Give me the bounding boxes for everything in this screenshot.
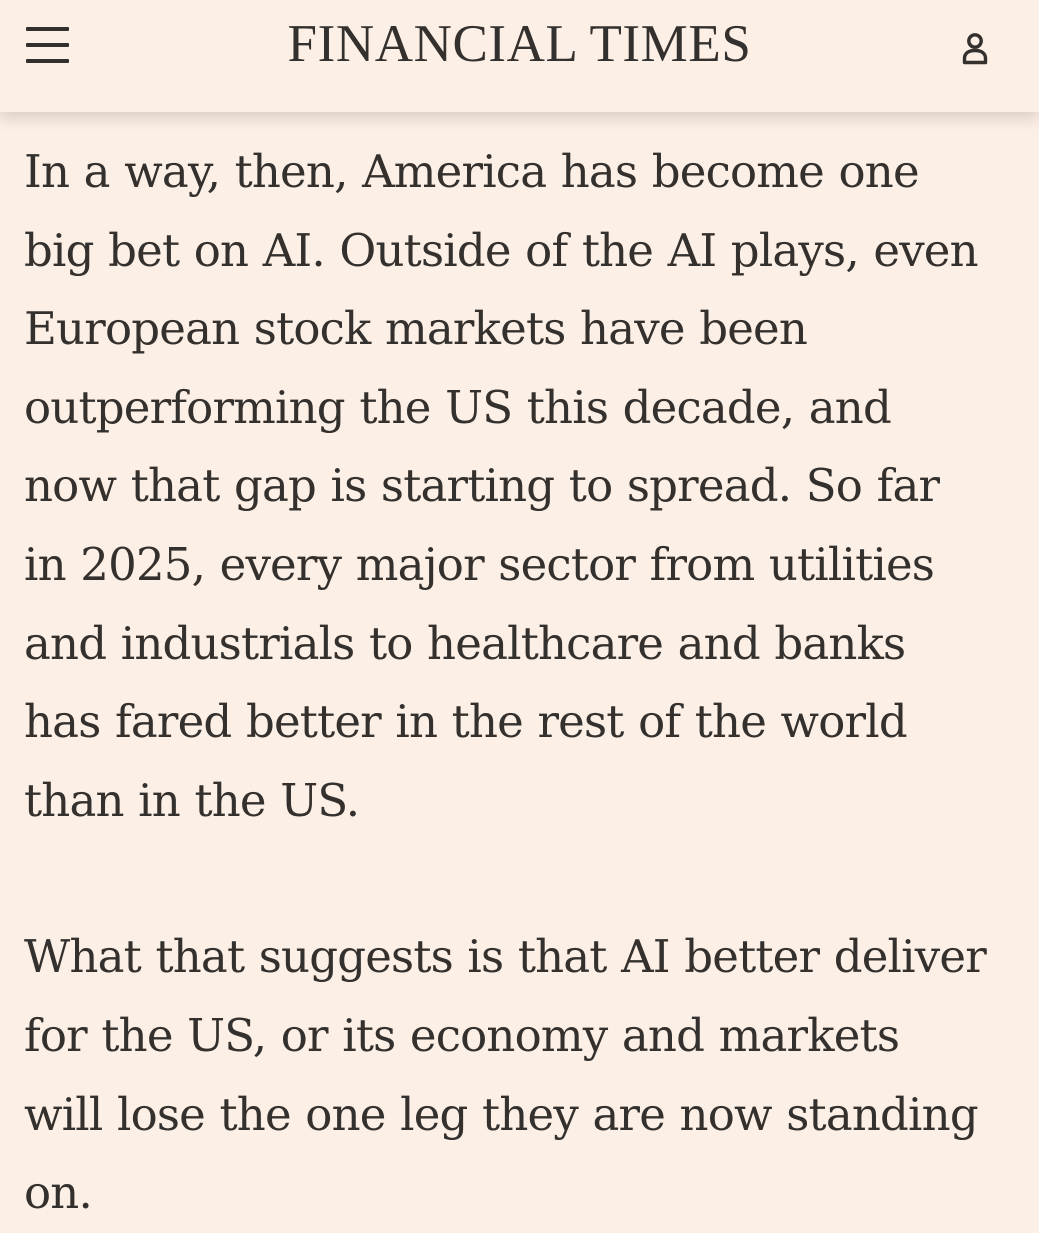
menu-line (26, 43, 69, 47)
article-paragraph: In a way, then, America has become one b… (24, 145, 979, 827)
user-icon-graphic (962, 33, 988, 65)
article-paragraph: What that suggests is that AI better del… (24, 930, 987, 1220)
menu-line (26, 59, 69, 63)
hamburger-menu-icon[interactable] (24, 24, 72, 68)
top-navigation-bar: FINANCIAL TIMES (0, 0, 1039, 112)
menu-line (26, 27, 69, 31)
user-icon[interactable] (953, 26, 997, 70)
financial-times-logo[interactable]: FINANCIAL TIMES (287, 15, 752, 73)
article-body: In a way, then, America has become one b… (24, 133, 1024, 1233)
